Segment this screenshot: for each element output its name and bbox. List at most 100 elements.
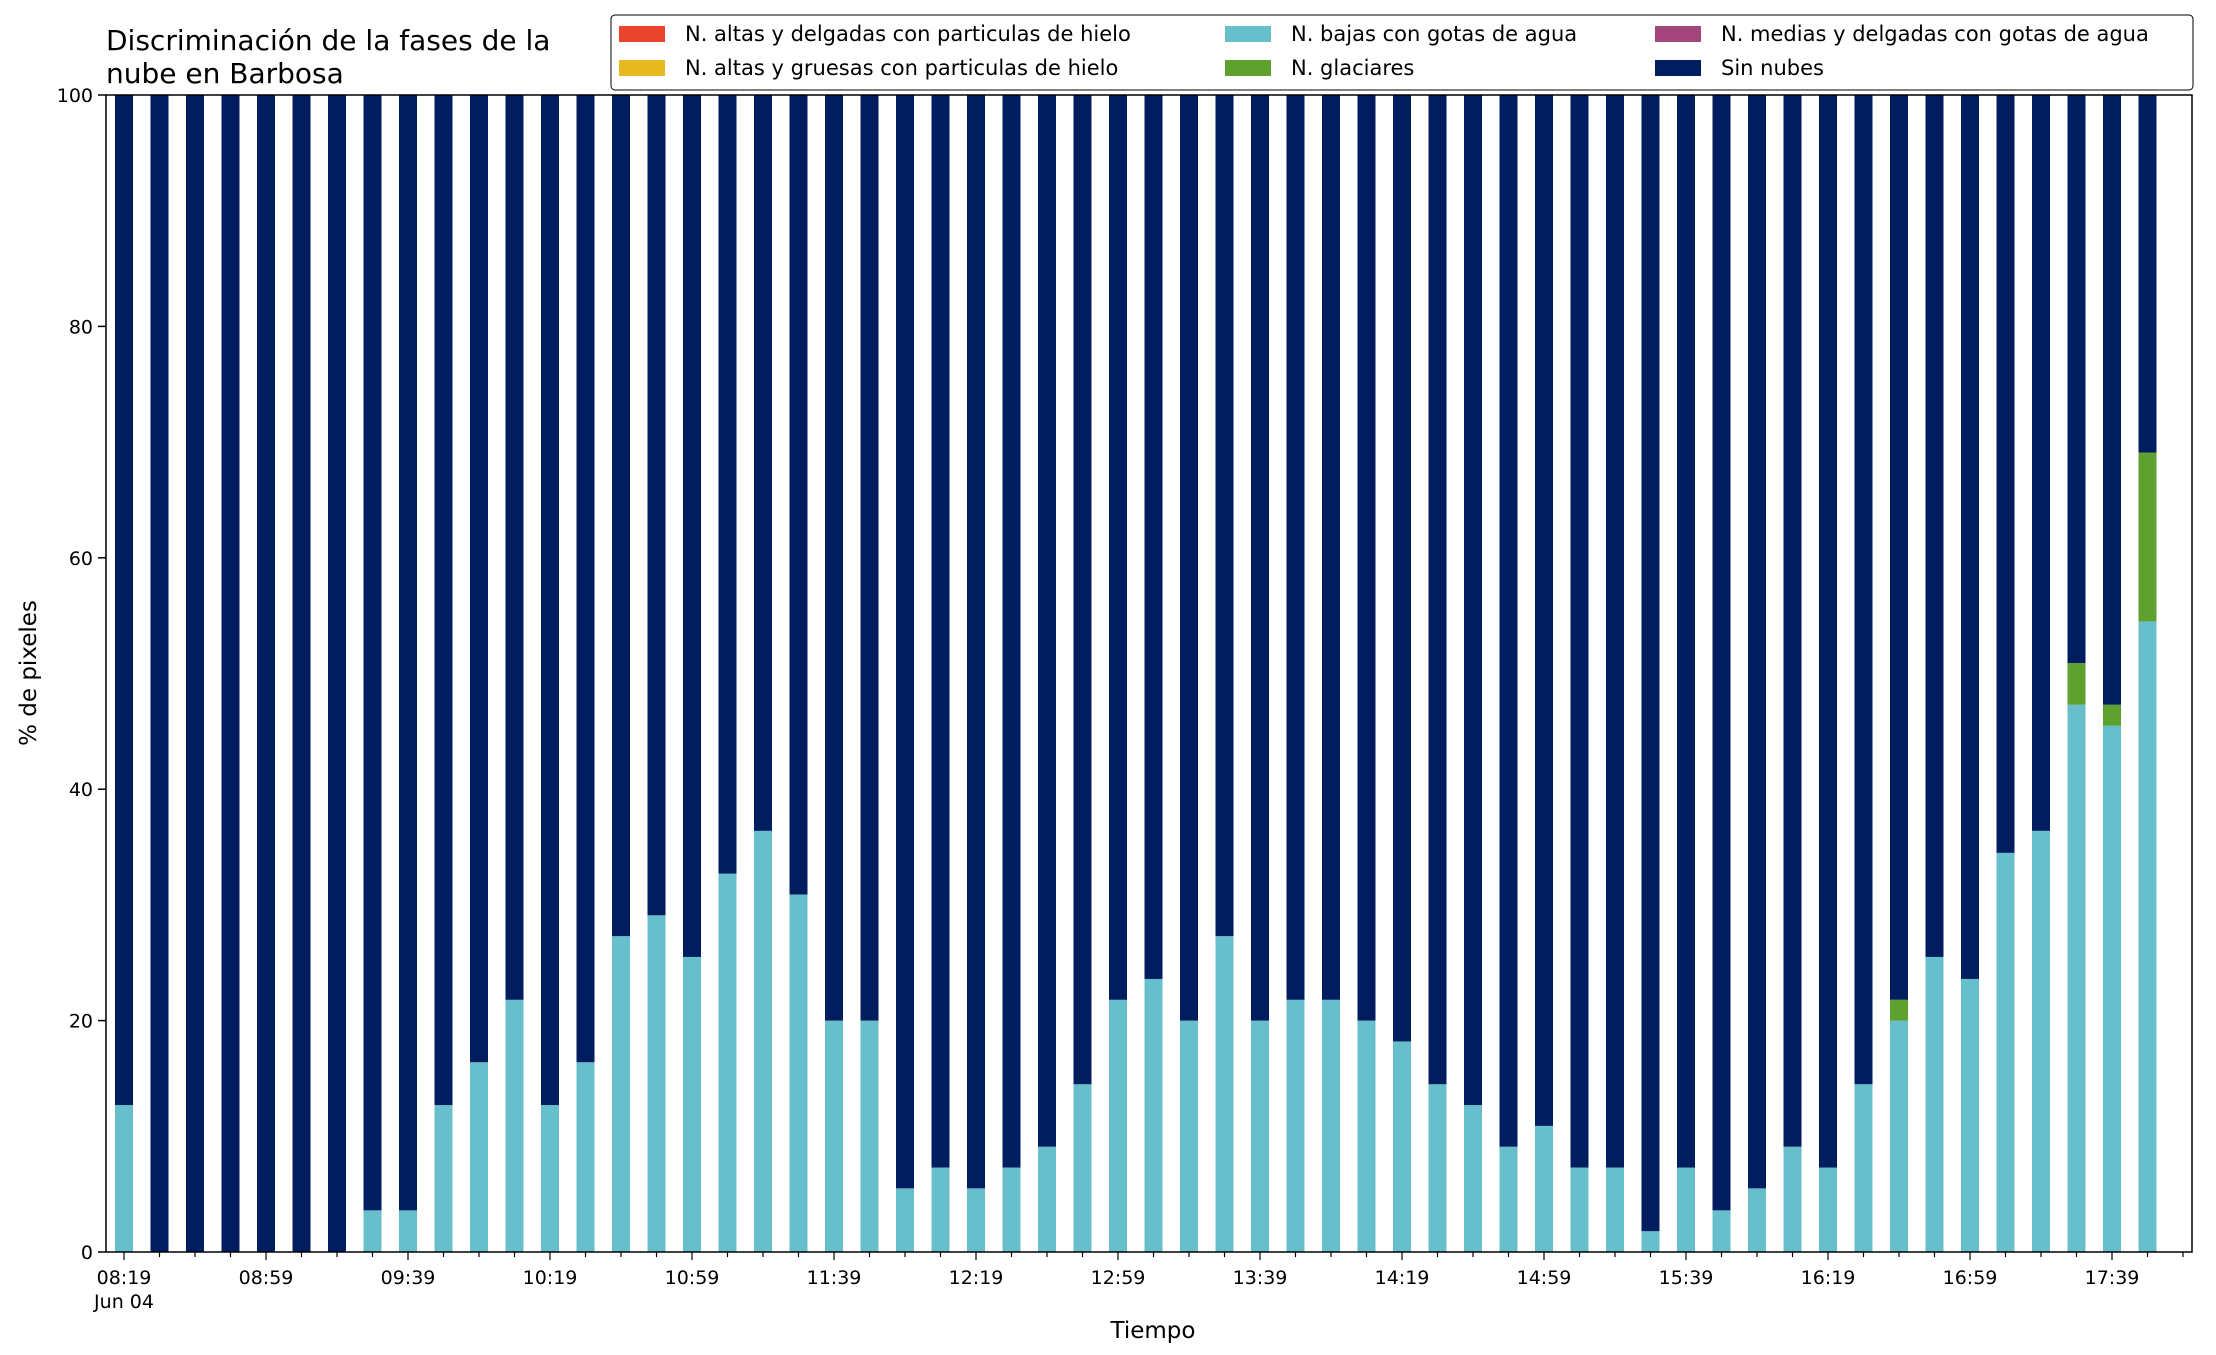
legend-label-1: N. altas y gruesas con particulas de hie… bbox=[685, 56, 1118, 80]
bar-segment-16:49-s5 bbox=[1925, 95, 1944, 957]
bar-segment-17:19-s2 bbox=[2032, 830, 2050, 1252]
legend-swatch-2 bbox=[1225, 26, 1271, 42]
bar-segment-17:39-s2 bbox=[2103, 725, 2121, 1252]
bar-segment-14:39-s5 bbox=[1464, 95, 1482, 1106]
bar-segment-17:49-s2 bbox=[2138, 621, 2157, 1252]
x-tick-label-13:39: 13:39 bbox=[1233, 1267, 1288, 1289]
bar-segment-10:09-s5 bbox=[505, 95, 524, 1000]
bar-segment-13:59-s2 bbox=[1322, 999, 1340, 1252]
y-tick-label-80: 80 bbox=[69, 316, 93, 338]
x-tick-label-10:19: 10:19 bbox=[523, 1267, 578, 1289]
bar-segment-10:29-s2 bbox=[576, 1062, 595, 1252]
bar-segment-14:59-s2 bbox=[1535, 1125, 1553, 1252]
x-date-label: Jun 04 bbox=[93, 1291, 154, 1313]
bar-segment-14:09-s2 bbox=[1357, 1020, 1376, 1252]
x-tick-label-17:39: 17:39 bbox=[2085, 1267, 2140, 1289]
legend-swatch-5 bbox=[1655, 60, 1701, 76]
legend-label-2: N. bajas con gotas de agua bbox=[1291, 22, 1577, 46]
x-tick-label-16:59: 16:59 bbox=[1943, 1267, 1998, 1289]
x-tick-label-10:59: 10:59 bbox=[665, 1267, 720, 1289]
bar-segment-12:19-s2 bbox=[967, 1188, 985, 1252]
bar-segment-16:19-s2 bbox=[1819, 1167, 1837, 1252]
bar-segment-16:39-s2 bbox=[1890, 1020, 1908, 1252]
bar-segment-13:49-s5 bbox=[1286, 95, 1305, 1000]
bar-segment-15:39-s5 bbox=[1677, 95, 1695, 1168]
bar-segment-11:39-s5 bbox=[825, 95, 843, 1021]
x-tick-label-09:39: 09:39 bbox=[381, 1267, 436, 1289]
bar-segment-11:09-s5 bbox=[718, 95, 737, 874]
bar-segment-11:29-s2 bbox=[789, 894, 808, 1252]
bar-segment-10:49-s2 bbox=[647, 915, 666, 1252]
bar-segment-15:09-s2 bbox=[1570, 1167, 1589, 1252]
y-tick-label-100: 100 bbox=[57, 85, 93, 107]
bar-segment-10:39-s5 bbox=[612, 95, 630, 937]
bar-segment-16:19-s5 bbox=[1819, 95, 1837, 1168]
bar-segment-13:39-s5 bbox=[1251, 95, 1269, 1021]
bar-segment-12:59-s5 bbox=[1109, 95, 1127, 1000]
bar-segment-08:29-s5 bbox=[150, 95, 169, 1252]
bar-segment-15:19-s5 bbox=[1606, 95, 1624, 1168]
bar-segment-09:09-s5 bbox=[292, 95, 311, 1252]
bar-segment-16:59-s2 bbox=[1961, 978, 1979, 1252]
x-tick-label-08:19: 08:19 bbox=[97, 1267, 152, 1289]
legend-swatch-3 bbox=[1225, 60, 1271, 76]
bar-segment-12:39-s5 bbox=[1038, 95, 1056, 1147]
bar-segment-15:59-s5 bbox=[1748, 95, 1766, 1189]
bar-segment-17:39-s5 bbox=[2103, 95, 2121, 705]
bar-segment-11:59-s2 bbox=[896, 1188, 914, 1252]
bar-segment-14:29-s2 bbox=[1428, 1084, 1447, 1252]
bar-segment-13:19-s5 bbox=[1180, 95, 1198, 1021]
bar-segment-13:09-s5 bbox=[1144, 95, 1163, 979]
bar-segment-11:49-s2 bbox=[860, 1020, 879, 1252]
bar-segment-10:59-s2 bbox=[683, 956, 701, 1252]
legend-label-3: N. glaciares bbox=[1291, 56, 1414, 80]
bar-segment-09:59-s2 bbox=[470, 1062, 488, 1252]
bar-segment-09:19-s5 bbox=[328, 95, 346, 1252]
x-tick-label-11:39: 11:39 bbox=[807, 1267, 862, 1289]
bar-segment-11:59-s5 bbox=[896, 95, 914, 1189]
bar-segment-16:39-s5 bbox=[1890, 95, 1908, 1000]
bar-segment-13:49-s2 bbox=[1286, 999, 1305, 1252]
bar-segment-16:59-s5 bbox=[1961, 95, 1979, 979]
bar-segment-16:39-s3 bbox=[1890, 999, 1908, 1021]
bar-segment-15:49-s5 bbox=[1712, 95, 1731, 1211]
bar-segment-14:39-s2 bbox=[1464, 1105, 1482, 1252]
bar-segment-16:09-s2 bbox=[1783, 1146, 1802, 1252]
bar-segment-12:49-s2 bbox=[1073, 1084, 1092, 1252]
bar-segment-13:09-s2 bbox=[1144, 978, 1163, 1252]
bar-segment-14:59-s5 bbox=[1535, 95, 1553, 1126]
bar-segment-15:39-s2 bbox=[1677, 1167, 1695, 1252]
bar-segment-15:19-s2 bbox=[1606, 1167, 1624, 1252]
bar-segment-08:39-s5 bbox=[186, 95, 204, 1252]
bar-segment-17:29-s3 bbox=[2067, 663, 2086, 705]
bar-segment-16:29-s5 bbox=[1854, 95, 1873, 1085]
bar-segment-10:39-s2 bbox=[612, 936, 630, 1252]
bar-segment-12:59-s2 bbox=[1109, 999, 1127, 1252]
bar-segment-12:09-s5 bbox=[931, 95, 950, 1168]
bar-segment-09:49-s2 bbox=[434, 1105, 453, 1252]
bar-segment-10:49-s5 bbox=[647, 95, 666, 916]
bar-segment-09:29-s2 bbox=[363, 1210, 382, 1252]
bar-segment-10:29-s5 bbox=[576, 95, 595, 1063]
legend-box bbox=[610, 14, 2194, 91]
bar-segment-13:39-s2 bbox=[1251, 1020, 1269, 1252]
bar-segment-17:09-s5 bbox=[1996, 95, 2015, 853]
bar-segment-11:29-s5 bbox=[789, 95, 808, 895]
bar-segment-08:59-s5 bbox=[257, 95, 275, 1252]
bar-segment-09:59-s5 bbox=[470, 95, 488, 1063]
bar-segment-14:49-s5 bbox=[1499, 95, 1518, 1147]
bar-segment-10:19-s2 bbox=[541, 1105, 559, 1252]
bar-segment-10:59-s5 bbox=[683, 95, 701, 957]
y-tick-label-60: 60 bbox=[69, 548, 93, 570]
y-tick-label-0: 0 bbox=[81, 1242, 93, 1264]
plot-frame bbox=[105, 94, 2193, 1253]
chart-title-line-2: nube en Barbosa bbox=[106, 57, 344, 90]
bar-segment-15:29-s2 bbox=[1641, 1231, 1660, 1252]
bar-segment-14:19-s2 bbox=[1393, 1041, 1411, 1252]
bar-segment-12:19-s5 bbox=[967, 95, 985, 1189]
x-tick-label-12:59: 12:59 bbox=[1091, 1267, 1146, 1289]
chart-title-line-1: Discriminación de la fases de la bbox=[106, 24, 550, 57]
bar-segment-17:29-s2 bbox=[2067, 704, 2086, 1252]
bar-segment-17:19-s5 bbox=[2032, 95, 2050, 831]
